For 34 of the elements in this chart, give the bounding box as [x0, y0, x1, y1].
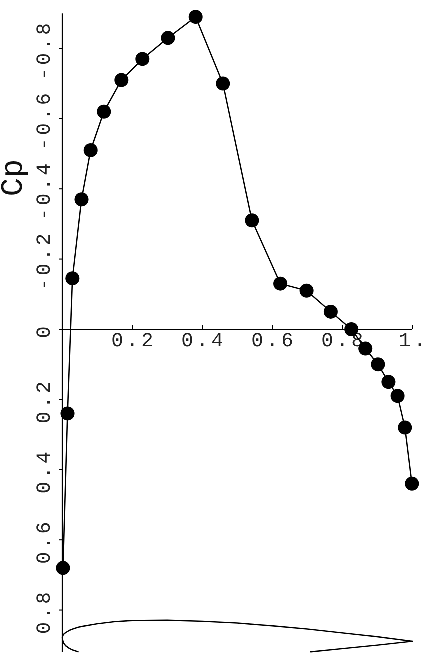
point	[398, 420, 412, 435]
point	[324, 304, 338, 319]
y-tick-label: -0.8	[34, 20, 57, 80]
y-tick-label: -0.6	[34, 90, 57, 150]
y-tick-label: 0.4	[34, 448, 57, 494]
point	[216, 76, 230, 91]
point	[74, 192, 89, 207]
point	[371, 358, 386, 372]
x-tick-label: 1.	[398, 330, 430, 354]
point	[245, 214, 260, 228]
point	[161, 31, 176, 46]
point	[274, 276, 288, 291]
point	[136, 52, 150, 66]
x-tick-label: 0.2	[111, 330, 157, 354]
point	[390, 389, 405, 404]
x-tick-label: 0.4	[181, 330, 227, 354]
point	[382, 375, 396, 390]
y-tick-label: 0	[34, 323, 57, 338]
point	[188, 10, 203, 24]
y-tick-label: 0.8	[34, 589, 57, 634]
y-tick-label: 0.2	[34, 378, 57, 424]
y-tick-label: 0.6	[34, 519, 57, 564]
point	[114, 73, 129, 88]
x-tick-label: 0.6	[251, 330, 297, 354]
point	[60, 406, 75, 421]
point	[97, 104, 112, 119]
point	[405, 476, 420, 491]
point	[84, 143, 98, 158]
y-tick-label: -0.4	[34, 160, 57, 221]
y-axis-title: Cp	[0, 159, 32, 197]
point	[300, 284, 314, 298]
point	[56, 561, 70, 576]
y-tick-label: -0.2	[34, 230, 57, 291]
point	[66, 272, 80, 286]
